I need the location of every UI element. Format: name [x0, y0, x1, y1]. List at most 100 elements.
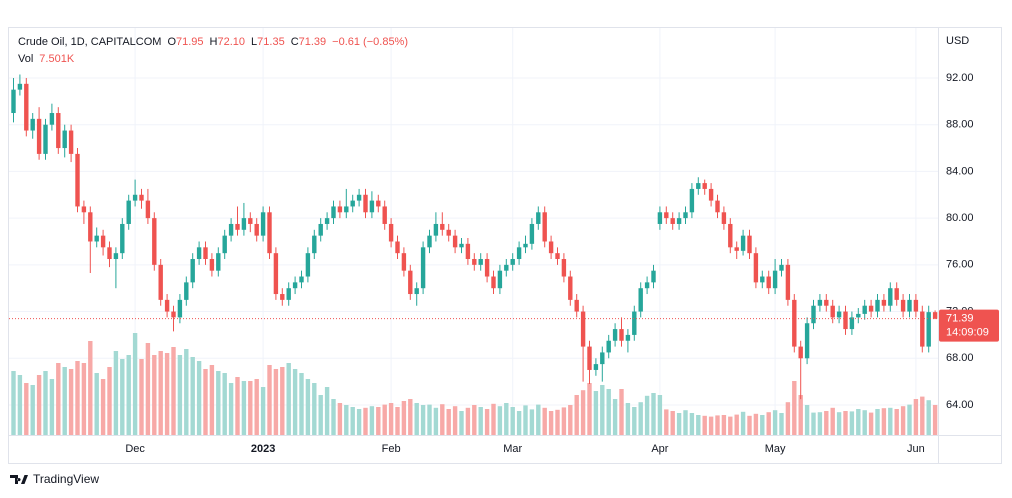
volume-bar — [280, 367, 285, 435]
candle-body — [779, 264, 784, 271]
candle-body — [772, 270, 778, 289]
candle-body — [100, 235, 106, 248]
candle-body — [382, 206, 387, 224]
volume-bar — [299, 373, 304, 435]
volume-bar — [516, 411, 522, 435]
candle-body — [849, 317, 855, 330]
volume-bar — [350, 407, 355, 435]
candle-body — [433, 223, 439, 236]
candle-body — [24, 83, 29, 131]
volume-bar — [689, 413, 695, 435]
volume-bar — [587, 383, 592, 435]
candle-body — [152, 218, 157, 265]
ohlc-label: L — [251, 36, 257, 48]
volume-bar — [657, 395, 663, 435]
candle-body — [696, 183, 701, 189]
candle-body — [619, 329, 624, 341]
volume-bar — [177, 355, 183, 435]
candle-body — [318, 223, 323, 236]
volume-bar — [132, 333, 138, 435]
volume-bar — [811, 412, 816, 435]
volume-bar — [702, 415, 707, 435]
volume-bar — [715, 415, 720, 435]
candle-body — [548, 241, 554, 254]
candle-body — [920, 311, 925, 347]
change: −0.61 (−0.85%) — [332, 36, 408, 48]
candle-body — [875, 299, 880, 312]
candle-body — [427, 235, 432, 248]
candle-body — [785, 264, 791, 300]
volume-bar — [926, 400, 931, 435]
candle-body — [632, 311, 637, 335]
candle-body — [331, 206, 336, 219]
volume-bar — [856, 409, 861, 435]
y-tick-label: 68.00 — [946, 352, 974, 364]
volume-bar — [728, 416, 733, 435]
candle-body — [894, 288, 899, 300]
volume-bar — [696, 415, 701, 435]
volume-bar — [388, 403, 394, 435]
candle-body — [369, 200, 375, 213]
volume-bar — [190, 357, 195, 435]
volume-bar — [408, 399, 413, 435]
volume-bar — [606, 389, 611, 435]
candle-body — [561, 259, 567, 277]
candle-body — [747, 235, 752, 254]
candle-body — [657, 212, 663, 224]
candles — [9, 74, 938, 400]
volume-bar — [542, 407, 547, 435]
candle-body — [830, 305, 835, 318]
candle-body — [75, 153, 80, 207]
volume-bar — [88, 341, 93, 435]
volume-bar — [868, 412, 874, 435]
volume-bar — [254, 379, 259, 435]
volume-bar — [625, 403, 631, 435]
candle-body — [523, 243, 528, 248]
candle-body — [209, 259, 215, 271]
volume-bar — [81, 363, 87, 435]
candle-body — [337, 206, 343, 213]
volume-bar — [209, 365, 215, 435]
y-tick-label: 80.00 — [946, 212, 974, 224]
volume-bar — [836, 412, 842, 435]
volume-bar — [94, 373, 99, 435]
volume-bar — [676, 413, 682, 435]
volume-bar — [43, 371, 48, 435]
currency: USD — [946, 35, 969, 47]
volume-bar — [619, 389, 624, 435]
candle-body — [907, 299, 912, 312]
candle-body — [491, 276, 496, 289]
volume-bar — [158, 351, 163, 435]
candle-body — [324, 218, 330, 224]
volume-bar — [772, 410, 778, 435]
volume-bar — [740, 411, 746, 435]
volume-bar — [107, 367, 112, 435]
candle-body — [222, 235, 227, 254]
candle-body — [664, 212, 669, 219]
candle-body — [536, 212, 541, 224]
candle-body — [606, 340, 611, 353]
volume-bar — [324, 387, 330, 435]
candle-body — [68, 130, 74, 154]
volume-bar — [395, 407, 400, 435]
candle-body — [504, 264, 509, 271]
ohlc-value: 71.39 — [299, 36, 327, 48]
candle-body — [497, 270, 503, 289]
candle-body — [305, 253, 311, 277]
volume-bar — [56, 363, 61, 435]
volume-bar — [824, 411, 829, 435]
candle-body — [344, 206, 349, 213]
volume-bar — [913, 399, 919, 435]
volume-bar — [766, 412, 771, 435]
volume-bar — [164, 353, 170, 435]
candle-body — [56, 113, 61, 149]
candle-body — [683, 212, 688, 219]
volume-bar — [561, 407, 567, 435]
volume-bar — [920, 396, 925, 435]
ohlc-label: H — [210, 36, 218, 48]
volume-bar — [446, 409, 451, 435]
candle-body — [408, 270, 413, 295]
volume-bar — [440, 404, 445, 435]
volume-bar — [504, 403, 509, 435]
